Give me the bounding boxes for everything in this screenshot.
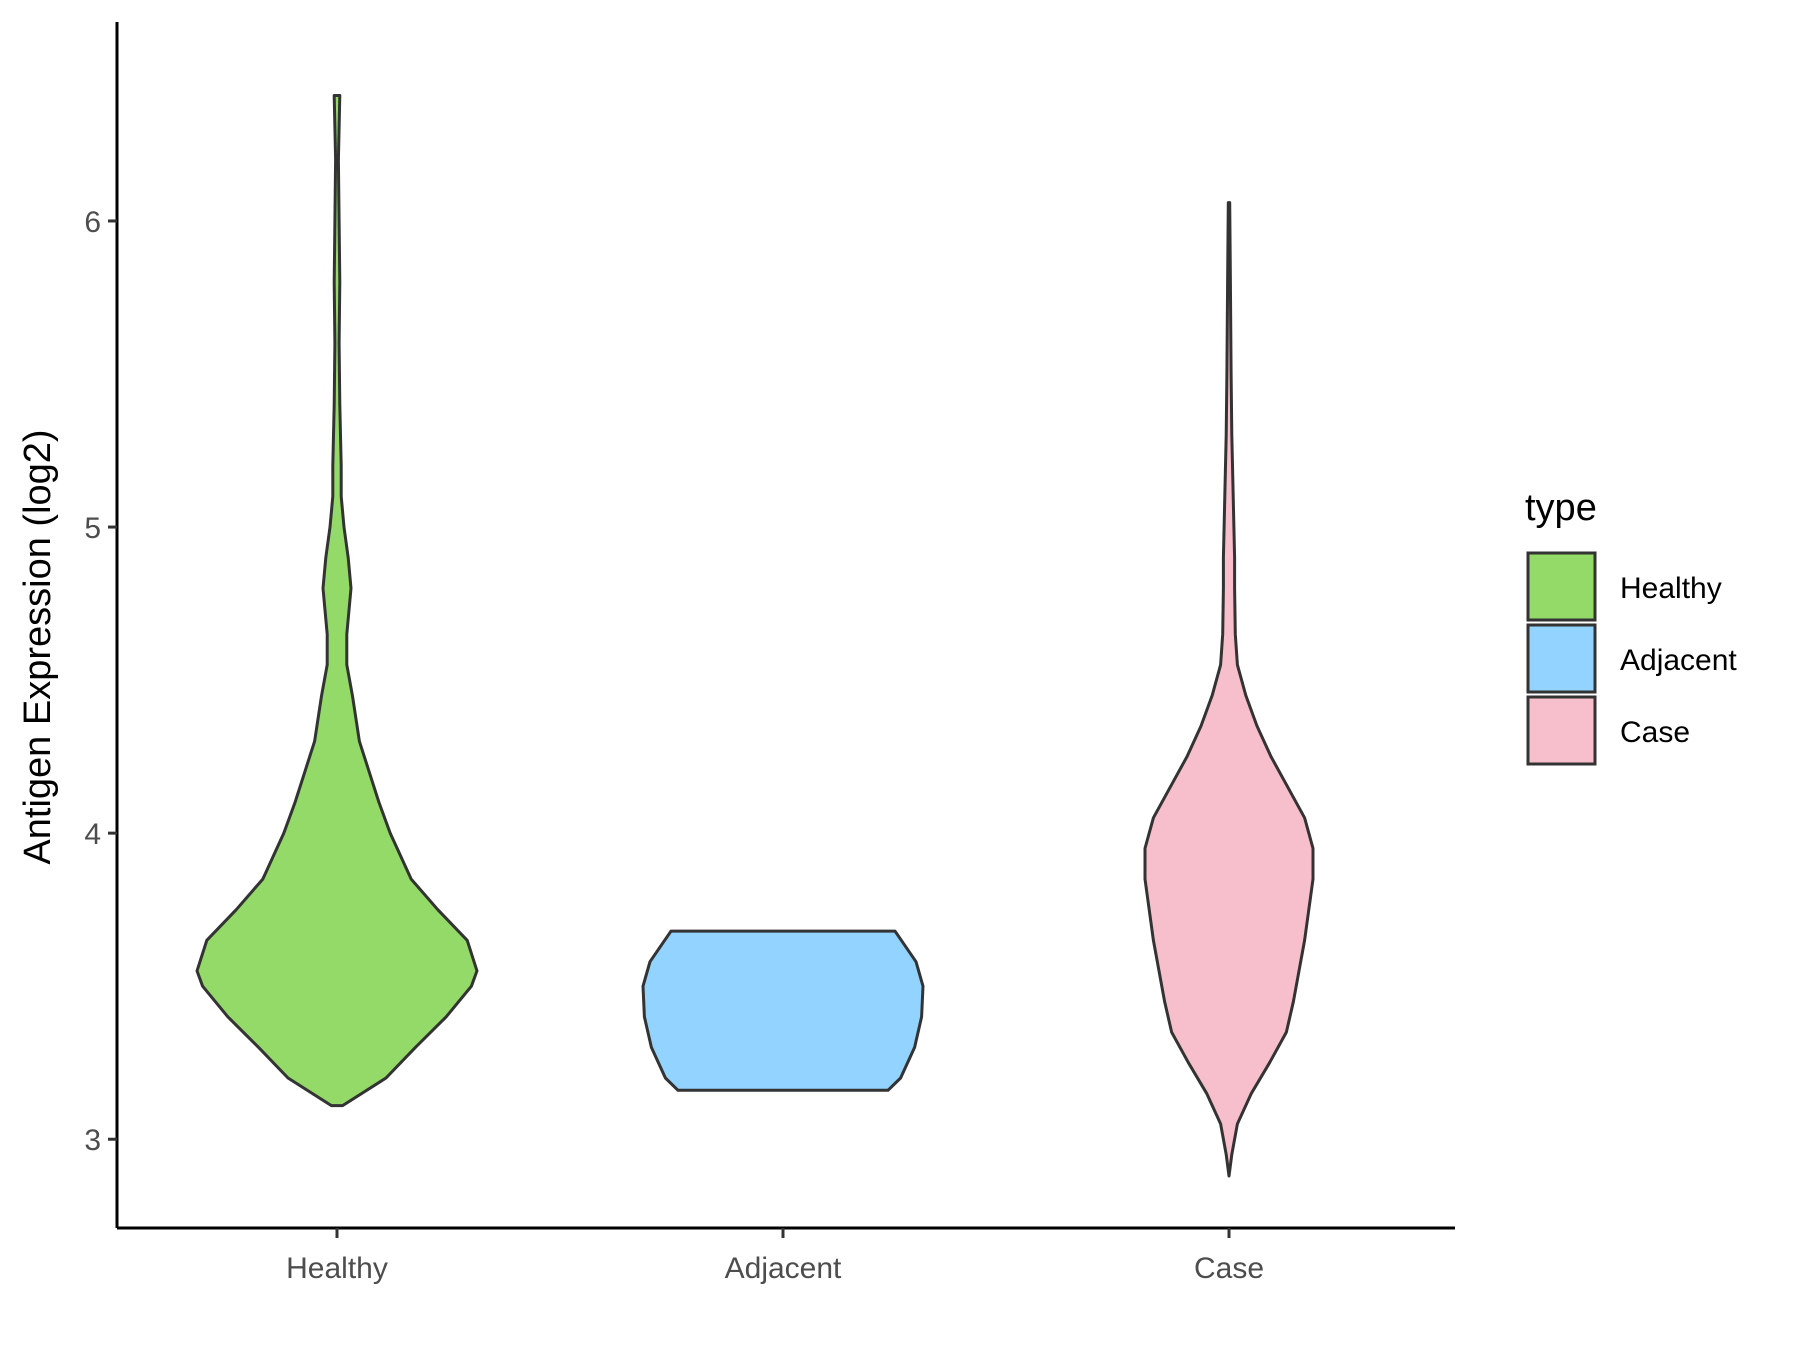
y-tick-label: 5 xyxy=(84,512,101,545)
x-tick-label: Adjacent xyxy=(725,1252,842,1285)
y-axis-title: Antigen Expression (log2) xyxy=(17,429,59,864)
legend-title: type xyxy=(1525,487,1597,529)
legend-label-healthy: Healthy xyxy=(1620,572,1722,605)
violin-adjacent xyxy=(641,929,925,1092)
x-tick-label: Case xyxy=(1194,1252,1264,1285)
violin-case xyxy=(1143,201,1315,1178)
legend-items: Healthy Adjacent Case xyxy=(1526,551,1737,766)
violin-layer xyxy=(195,94,1315,1178)
y-tick-label: 4 xyxy=(84,818,101,851)
y-tick-label: 6 xyxy=(84,206,101,239)
legend-swatch-adjacent xyxy=(1526,623,1597,694)
violin-healthy xyxy=(195,94,479,1108)
y-tick-label: 3 xyxy=(84,1124,101,1157)
legend: type Healthy Adjacent Case xyxy=(1525,487,1737,766)
x-axis-ticks: Healthy Adjacent Case xyxy=(286,1228,1264,1285)
x-tick-label: Healthy xyxy=(286,1252,388,1285)
legend-swatch-case xyxy=(1526,695,1597,766)
y-axis-ticks: 3 4 5 6 xyxy=(84,206,117,1157)
legend-swatch-healthy xyxy=(1526,551,1597,622)
legend-label-adjacent: Adjacent xyxy=(1620,644,1737,677)
legend-label-case: Case xyxy=(1620,716,1690,749)
